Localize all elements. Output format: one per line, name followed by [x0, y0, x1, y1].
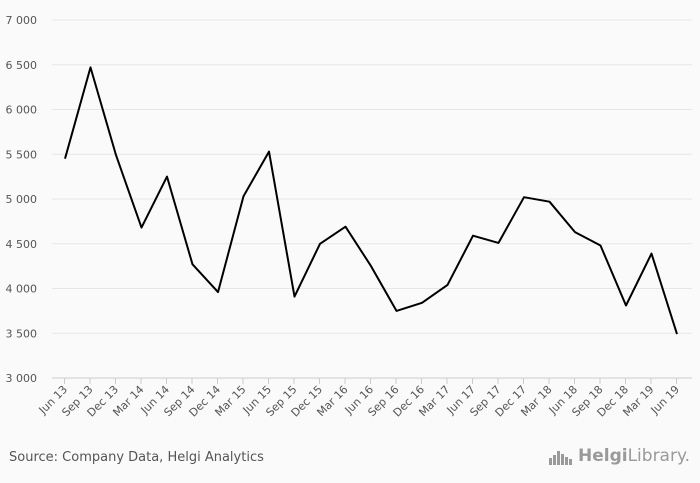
- y-tick-label: 7 000: [6, 14, 38, 27]
- y-tick-label: 6 000: [6, 104, 38, 117]
- y-tick-label: 5 500: [6, 148, 38, 161]
- y-tick-label: 3 000: [6, 372, 38, 385]
- series-line: [64, 66, 678, 335]
- y-tick-label: 5 000: [6, 193, 38, 206]
- y-tick-label: 6 500: [6, 59, 38, 72]
- source-note: Source: Company Data, Helgi Analytics: [9, 450, 264, 465]
- library-icon: [548, 451, 572, 465]
- brand-logo: HelgiLibrary.: [548, 446, 690, 466]
- line-chart: 3 000 3 500 4 000 4 500 5 000 5 500 6 000 6 500…: [6, 14, 692, 420]
- y-tick-label: 4 500: [6, 238, 38, 251]
- y-tick-label: 4 000: [6, 283, 38, 296]
- brand-name-bold: Helgi: [577, 446, 628, 466]
- y-tick-label: 3 500: [6, 327, 38, 340]
- brand-name-light: Library.: [627, 446, 690, 466]
- x-tick-label: Jun 19: [648, 383, 682, 417]
